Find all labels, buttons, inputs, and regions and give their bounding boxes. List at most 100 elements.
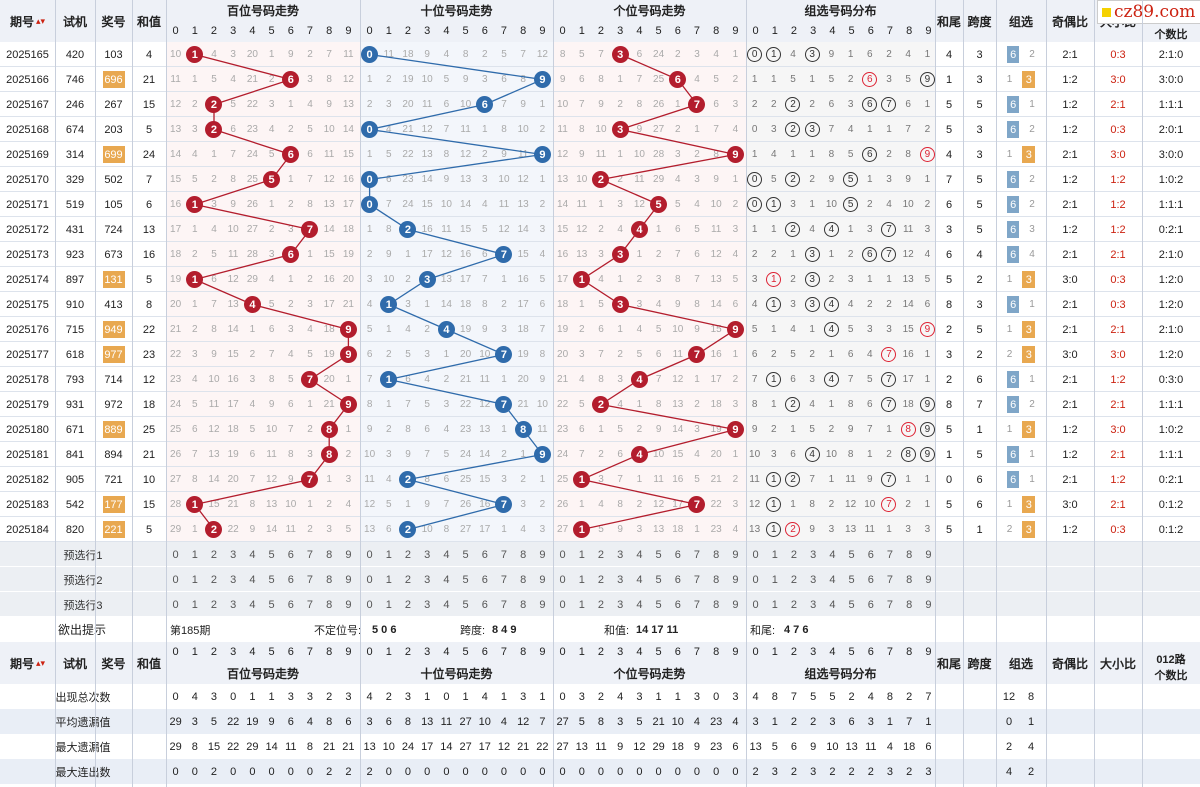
preselect-digit[interactable]: 1 bbox=[191, 573, 198, 586]
preselect-row[interactable]: 预选行2 0 1 2 3 4 5 6 7 8 9 0 1 2 3 4 5 6 7 8 9 0 1 2 3 4 5 6 7 8 9 0 1 2 3 4 5… bbox=[0, 567, 1200, 592]
preselect-digit[interactable]: 0 bbox=[172, 548, 179, 561]
preselect-row[interactable]: 预选行3 0 1 2 3 4 5 6 7 8 9 0 1 2 3 4 5 6 7 8 9 0 1 2 3 4 5 6 7 8 9 0 1 2 3 4 5… bbox=[0, 592, 1200, 617]
preselect-digit[interactable]: 7 bbox=[693, 598, 701, 611]
preselect-digit[interactable]: 0 bbox=[172, 598, 179, 611]
preselect-digit[interactable]: 7 bbox=[693, 548, 701, 561]
preselect-digit[interactable]: 9 bbox=[732, 548, 739, 561]
preselect-digit[interactable]: 9 bbox=[539, 598, 546, 611]
preselect-digit[interactable]: 6 bbox=[287, 573, 294, 586]
preselect-digit[interactable]: 7 bbox=[500, 598, 508, 611]
preselect-digit[interactable]: 4 bbox=[249, 598, 256, 611]
preselect-digit[interactable]: 3 bbox=[230, 548, 237, 561]
preselect-digit[interactable]: 9 bbox=[539, 573, 546, 586]
preselect-digit[interactable]: 8 bbox=[906, 548, 913, 561]
preselect-digit[interactable]: 6 bbox=[674, 598, 681, 611]
preselect-digit[interactable]: 6 bbox=[287, 548, 294, 561]
preselect-digit[interactable]: 2 bbox=[404, 548, 412, 561]
preselect-digit[interactable]: 4 bbox=[249, 548, 256, 561]
preselect-digit[interactable]: 0 bbox=[752, 598, 759, 611]
preselect-digit[interactable]: 5 bbox=[848, 598, 855, 611]
preselect-digit[interactable]: 4 bbox=[636, 598, 643, 611]
preselect-digit[interactable]: 2 bbox=[790, 598, 798, 611]
preselect-digit[interactable]: 8 bbox=[713, 548, 720, 561]
preselect-digit[interactable]: 7 bbox=[886, 573, 894, 586]
sort-arrows-icon[interactable]: ▴▾ bbox=[35, 657, 46, 668]
preselect-digit[interactable]: 3 bbox=[230, 598, 237, 611]
preselect-digit[interactable]: 3 bbox=[810, 573, 817, 586]
preselect-digit[interactable]: 7 bbox=[500, 548, 508, 561]
preselect-digit[interactable]: 3 bbox=[424, 548, 431, 561]
preselect-digit[interactable]: 1 bbox=[578, 573, 585, 586]
preselect-digit[interactable]: 4 bbox=[829, 573, 836, 586]
preselect-digit[interactable]: 2 bbox=[404, 598, 412, 611]
preselect-digit[interactable]: 1 bbox=[578, 548, 585, 561]
preselect-digit[interactable]: 4 bbox=[249, 573, 256, 586]
preselect-digit[interactable]: 5 bbox=[462, 548, 469, 561]
preselect-digit[interactable]: 3 bbox=[617, 573, 624, 586]
preselect-digit[interactable]: 2 bbox=[790, 548, 798, 561]
preselect-digit[interactable]: 8 bbox=[520, 573, 527, 586]
preselect-digit[interactable]: 5 bbox=[655, 573, 662, 586]
preselect-digit[interactable]: 5 bbox=[268, 548, 275, 561]
preselect-digit[interactable]: 0 bbox=[559, 573, 566, 586]
preselect-digit[interactable]: 0 bbox=[752, 573, 759, 586]
preselect-digit[interactable]: 0 bbox=[559, 598, 566, 611]
preselect-digit[interactable]: 1 bbox=[191, 598, 198, 611]
preselect-digit[interactable]: 2 bbox=[210, 548, 218, 561]
preselect-digit[interactable]: 9 bbox=[345, 598, 352, 611]
preselect-digit[interactable]: 6 bbox=[481, 573, 488, 586]
preselect-digit[interactable]: 6 bbox=[287, 598, 294, 611]
preselect-digit[interactable]: 3 bbox=[810, 548, 817, 561]
preselect-digit[interactable]: 3 bbox=[424, 598, 431, 611]
preselect-digit[interactable]: 1 bbox=[578, 598, 585, 611]
preselect-digit[interactable]: 0 bbox=[172, 573, 179, 586]
preselect-digit[interactable]: 6 bbox=[674, 548, 681, 561]
period-header[interactable]: 期号 ▴▾ bbox=[9, 14, 46, 29]
preselect-digit[interactable]: 9 bbox=[925, 598, 932, 611]
preselect-row[interactable]: 预选行1 0 1 2 3 4 5 6 7 8 9 0 1 2 3 4 5 6 7 8 9 0 1 2 3 4 5 6 7 8 9 0 1 2 3 4 5… bbox=[0, 542, 1200, 567]
preselect-digit[interactable]: 5 bbox=[268, 573, 275, 586]
preselect-digit[interactable]: 7 bbox=[886, 598, 894, 611]
preselect-digit[interactable]: 0 bbox=[752, 548, 759, 561]
preselect-digit[interactable]: 0 bbox=[366, 598, 373, 611]
preselect-digit[interactable]: 6 bbox=[867, 598, 874, 611]
preselect-digit[interactable]: 7 bbox=[306, 598, 314, 611]
preselect-digit[interactable]: 6 bbox=[867, 548, 874, 561]
preselect-digit[interactable]: 4 bbox=[829, 548, 836, 561]
preselect-digit[interactable]: 8 bbox=[713, 573, 720, 586]
preselect-digit[interactable]: 3 bbox=[424, 573, 431, 586]
preselect-digit[interactable]: 2 bbox=[597, 548, 605, 561]
preselect-digit[interactable]: 2 bbox=[210, 598, 218, 611]
preselect-digit[interactable]: 6 bbox=[674, 573, 681, 586]
preselect-digit[interactable]: 5 bbox=[848, 573, 855, 586]
preselect-digit[interactable]: 9 bbox=[732, 598, 739, 611]
preselect-digit[interactable]: 4 bbox=[636, 548, 643, 561]
preselect-digit[interactable]: 9 bbox=[345, 573, 352, 586]
preselect-digit[interactable]: 9 bbox=[925, 548, 932, 561]
preselect-digit[interactable]: 5 bbox=[848, 548, 855, 561]
preselect-digit[interactable]: 4 bbox=[636, 573, 643, 586]
preselect-digit[interactable]: 5 bbox=[462, 573, 469, 586]
preselect-digit[interactable]: 7 bbox=[306, 573, 314, 586]
preselect-digit[interactable]: 5 bbox=[462, 598, 469, 611]
preselect-digit[interactable]: 3 bbox=[617, 598, 624, 611]
preselect-digit[interactable]: 0 bbox=[559, 548, 566, 561]
preselect-digit[interactable]: 5 bbox=[655, 548, 662, 561]
preselect-digit[interactable]: 0 bbox=[366, 573, 373, 586]
preselect-digit[interactable]: 7 bbox=[306, 548, 314, 561]
site-logo[interactable]: cz89.com bbox=[1097, 0, 1200, 24]
preselect-digit[interactable]: 5 bbox=[268, 598, 275, 611]
preselect-digit[interactable]: 8 bbox=[520, 598, 527, 611]
preselect-digit[interactable]: 4 bbox=[443, 548, 450, 561]
preselect-digit[interactable]: 9 bbox=[345, 548, 352, 561]
preselect-digit[interactable]: 2 bbox=[210, 573, 218, 586]
preselect-digit[interactable]: 1 bbox=[385, 548, 392, 561]
preselect-digit[interactable]: 3 bbox=[617, 548, 624, 561]
preselect-digit[interactable]: 6 bbox=[481, 598, 488, 611]
preselect-digit[interactable]: 3 bbox=[230, 573, 237, 586]
preselect-digit[interactable]: 5 bbox=[655, 598, 662, 611]
preselect-digit[interactable]: 2 bbox=[597, 573, 605, 586]
preselect-digit[interactable]: 8 bbox=[906, 598, 913, 611]
preselect-digit[interactable]: 9 bbox=[539, 548, 546, 561]
preselect-digit[interactable]: 4 bbox=[829, 598, 836, 611]
